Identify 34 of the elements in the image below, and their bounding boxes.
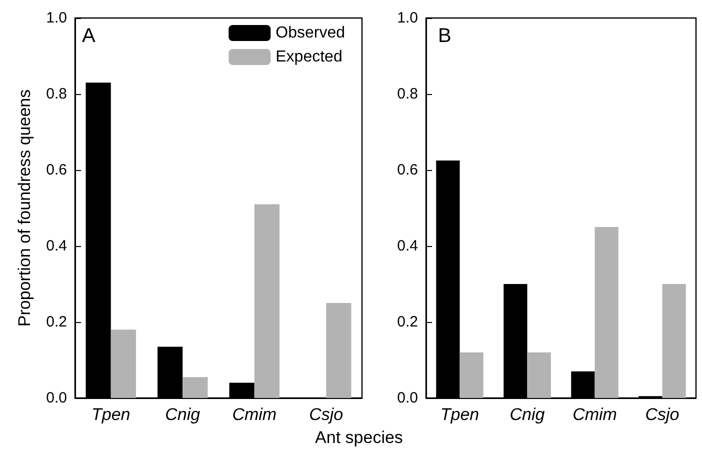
- y-axis-title: Proportion of foundress queens: [15, 89, 34, 327]
- y-tick-label: 0.0: [46, 390, 67, 406]
- bar: [182, 377, 208, 398]
- y-tick-label: 0.0: [397, 390, 418, 406]
- x-tick-label: Csjo: [309, 405, 344, 424]
- y-tick-label: 0.2: [397, 314, 418, 330]
- x-tick-label: Cmim: [572, 405, 617, 424]
- x-tick-label: Cmim: [232, 405, 277, 424]
- annotation: A: [82, 25, 96, 47]
- y-tick-label: 0.8: [46, 86, 67, 102]
- legend-label: Expected: [276, 48, 342, 66]
- legend-label: Observed: [276, 24, 346, 42]
- bar: [460, 352, 484, 398]
- x-tick-label: Tpen: [440, 405, 480, 424]
- y-tick-label: 1.0: [397, 10, 418, 26]
- bar: [254, 204, 280, 398]
- bar: [594, 227, 618, 398]
- bar: [527, 352, 551, 398]
- bar: [326, 303, 352, 398]
- y-tick-label: 0.6: [397, 162, 418, 178]
- y-tick-label: 0.2: [46, 314, 67, 330]
- x-tick-label: Cnig: [165, 405, 201, 424]
- x-tick-label: Cnig: [510, 405, 546, 424]
- y-tick-label: 0.4: [46, 238, 67, 254]
- y-tick-label: 0.4: [397, 238, 418, 254]
- annotation: B: [438, 25, 452, 47]
- x-tick-label: Tpen: [92, 405, 130, 424]
- y-tick-label: 0.8: [397, 86, 418, 102]
- x-axis-title: Ant species: [314, 428, 404, 448]
- y-tick-label: 0.6: [46, 162, 67, 178]
- bar: [110, 330, 136, 398]
- y-tick-label: 1.0: [46, 10, 67, 26]
- bar: [662, 284, 686, 398]
- x-tick-label: Csjo: [645, 405, 680, 424]
